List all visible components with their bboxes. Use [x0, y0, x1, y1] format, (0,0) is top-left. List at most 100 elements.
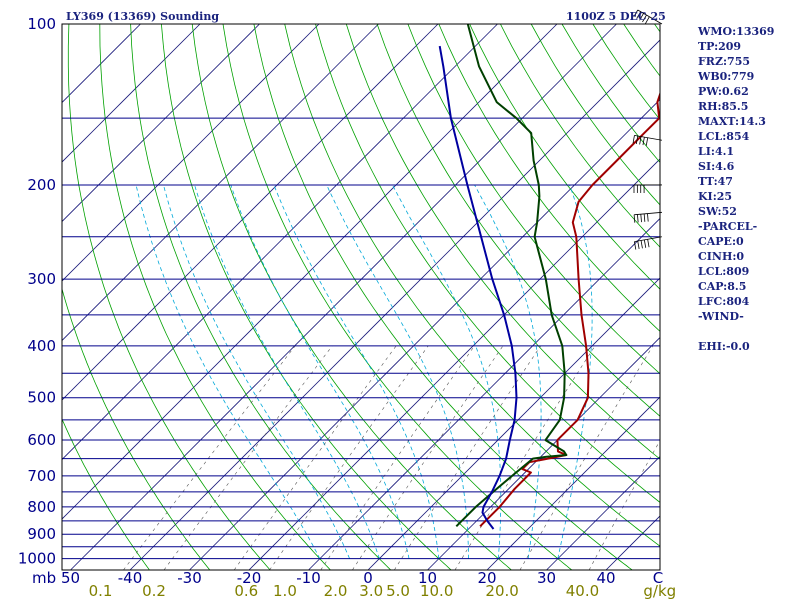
moist-adiabat: [135, 184, 321, 559]
index-item: -PARCEL-: [698, 220, 758, 233]
index-item: KI:25: [698, 190, 733, 203]
mixing-ratio-label: 3.0: [359, 582, 383, 600]
barb-flag: [636, 11, 642, 19]
dry-adiabat: [315, 24, 660, 503]
pressure-tick-label: 800: [27, 498, 56, 516]
barb-flag: [632, 135, 635, 144]
temperature-tick-label: 0: [363, 569, 373, 587]
pressure-tick-label: 700: [27, 467, 56, 485]
wind-barb: [634, 236, 663, 250]
mixing-ratio-label: g/kg: [643, 582, 676, 600]
mixing-ratio-line: [588, 440, 660, 570]
mixing-ratio-label: 5.0: [386, 582, 410, 600]
mixing-ratio-line: [123, 345, 296, 570]
isotherm-line: [62, 24, 141, 104]
index-item: PW:0.62: [698, 85, 749, 98]
mixing-ratio-line: [394, 345, 541, 570]
isotherm-line: [62, 24, 439, 401]
temperature-tick-label: 40: [596, 569, 615, 587]
diagram-grid: [62, 24, 800, 570]
isotherm-line: [62, 24, 260, 223]
pressure-tick-label: 200: [27, 176, 56, 194]
dry-adiabat: [345, 24, 660, 460]
index-item: TP:209: [698, 40, 742, 53]
mixing-ratio-line: [454, 345, 596, 570]
barb-flag: [635, 135, 639, 144]
mixing-ratio-label: 40.0: [566, 582, 599, 600]
isotherm-line: [70, 24, 617, 570]
barb-flag: [640, 240, 643, 249]
pressure-tick-label: 300: [27, 270, 56, 288]
temperature-tick-label: -20: [237, 569, 262, 587]
index-item: CAP:8.5: [698, 280, 747, 293]
pressure-tick-label: 900: [27, 525, 56, 543]
index-item: LFC:804: [698, 295, 750, 308]
mixing-ratio-line: [233, 345, 397, 570]
temperature-tick-label: -30: [177, 569, 202, 587]
pressure-tick-label: 100: [27, 15, 56, 33]
barb-flag: [637, 214, 639, 223]
pressure-tick-label: 1000: [18, 550, 56, 568]
station-title: LY369 (13369) Sounding: [66, 10, 220, 23]
pressure-tick-label: 600: [27, 431, 56, 449]
index-item: RH:85.5: [698, 100, 749, 113]
wind-barb: [633, 9, 663, 25]
isotherm-line: [546, 455, 660, 570]
mixing-ratio-label: 0.2: [142, 582, 166, 600]
barb-flag: [642, 14, 647, 23]
dry-adiabat: [222, 24, 573, 570]
moist-adiabat: [273, 184, 440, 559]
dry-adiabat: [161, 24, 452, 570]
barb-flag: [642, 137, 645, 146]
index-item: SW:52: [698, 205, 737, 218]
temperature-unit-label: C: [653, 569, 663, 587]
plot-frame: [61, 23, 661, 571]
mixing-ratio-line: [352, 345, 504, 570]
wind-barb: [633, 211, 663, 223]
index-item: [698, 324, 774, 339]
barb-flag: [633, 214, 636, 223]
barb-flag: [640, 214, 642, 223]
index-item: CAPE:0: [698, 235, 744, 248]
mixing-ratio-label: 20.0: [485, 582, 518, 600]
isotherm-line: [129, 39, 660, 570]
mixing-ratio-line: [269, 345, 429, 570]
wind-barb: [632, 135, 663, 146]
dry-adiabat: [253, 24, 633, 570]
wind-barbs: [632, 9, 663, 250]
dry-adiabat: [778, 24, 800, 570]
barb-staff: [634, 211, 663, 216]
stability-indices-panel: WMO:13369 TP:209 FRZ:755 WB0:779 PW:0.62 RH:8…: [698, 24, 774, 354]
index-item: MAXT:14.3: [698, 115, 766, 128]
dry-adiabat: [67, 24, 271, 570]
isotherm-line: [62, 24, 498, 461]
index-item: LCL:809: [698, 265, 750, 278]
index-item: -WIND-: [698, 310, 744, 323]
dry-adiabat: [130, 24, 392, 570]
index-item: TT:47: [698, 175, 733, 188]
temperature-tick-label: 10: [418, 569, 437, 587]
temperature-tick-label: -10: [296, 569, 321, 587]
isotherm-line: [486, 396, 660, 570]
index-item: CINH:0: [698, 250, 745, 263]
dry-adiabat: [284, 24, 660, 547]
valid-time: 1100Z 5 DEC 25: [566, 10, 666, 23]
pressure-tick-label: 400: [27, 337, 56, 355]
pressure-unit-label: mb: [32, 569, 56, 587]
temperature-tick-label: -40: [118, 569, 143, 587]
isotherm-line: [189, 98, 660, 570]
isotherm-line: [367, 277, 660, 570]
barb-staff: [634, 135, 663, 141]
dry-adiabat: [62, 418, 150, 570]
dry-adiabat: [62, 287, 211, 570]
moist-adiabat: [194, 184, 380, 559]
dry-adiabat: [191, 24, 512, 570]
mixing-ratio-label: 0.6: [234, 582, 258, 600]
barb-flag: [647, 239, 650, 248]
isotherm-line: [62, 24, 379, 342]
temperature-tick-label: 50: [61, 569, 80, 587]
isotherm-line: [248, 158, 660, 570]
series-dewpoint: [455, 24, 568, 528]
index-item: EHI:-0.0: [698, 340, 750, 353]
